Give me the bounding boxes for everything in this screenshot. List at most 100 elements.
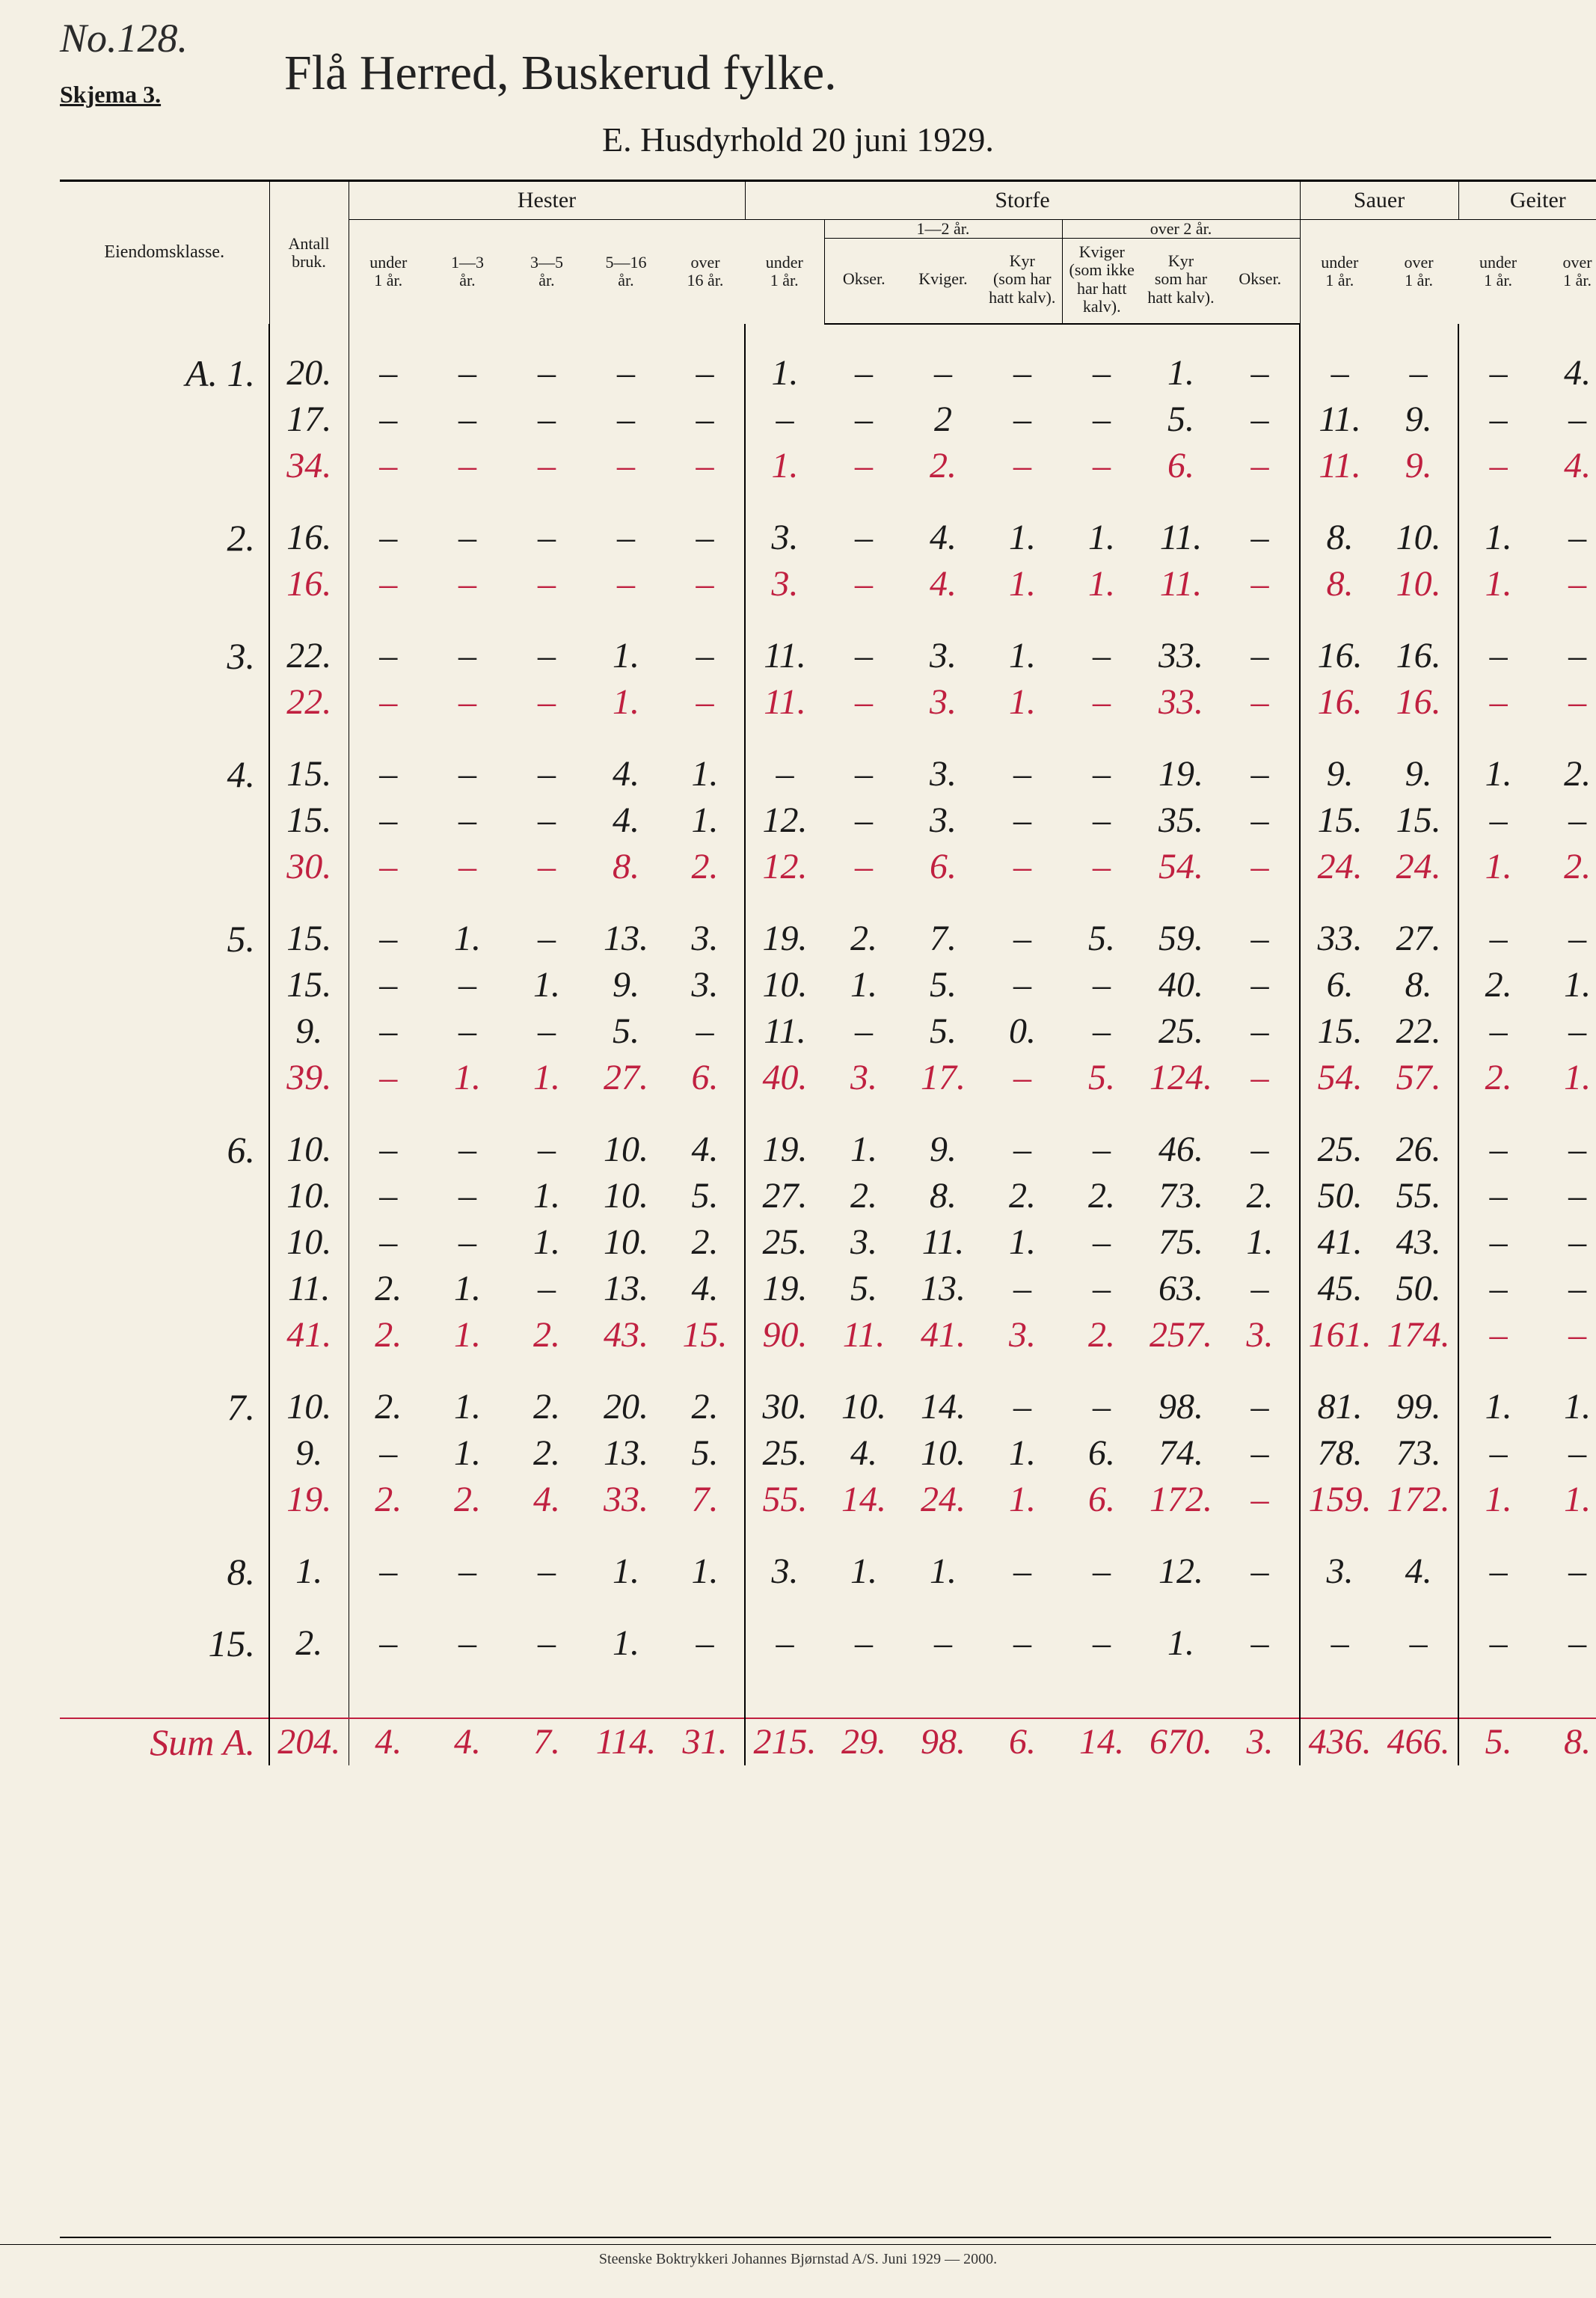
cell: –: [1538, 1430, 1596, 1477]
cell: 2.: [666, 844, 745, 890]
cell: –: [1538, 1173, 1596, 1219]
cell: 2.: [666, 1219, 745, 1266]
cell: 2.: [1062, 1312, 1141, 1358]
cell: 6.: [666, 1055, 745, 1101]
cell: 46.: [1141, 1127, 1221, 1173]
cell: 13.: [586, 1266, 666, 1312]
cell: –: [1300, 1620, 1379, 1667]
cell: –: [428, 679, 507, 726]
cell: 2.: [349, 1266, 428, 1312]
cell: 1.: [269, 1548, 349, 1595]
cell: –: [428, 633, 507, 679]
cell: –: [1458, 1219, 1538, 1266]
cell: 54.: [1141, 844, 1221, 890]
cell: –: [507, 396, 586, 443]
cell: 8.: [1379, 962, 1458, 1008]
cell: 124.: [1141, 1055, 1221, 1101]
cell: –: [1221, 1548, 1300, 1595]
cell: 1.: [983, 515, 1062, 561]
cell: –: [983, 844, 1062, 890]
cell: 1.: [1458, 1477, 1538, 1523]
spacer-row: [60, 890, 1596, 916]
table-row: A. 1.20.–––––1.––––1.––––4.: [60, 350, 1596, 396]
cell: 15.: [1300, 1008, 1379, 1055]
cell: 22.: [269, 679, 349, 726]
spacer-row: [60, 1523, 1596, 1548]
cell: 9.: [1300, 751, 1379, 797]
cell: 466.: [1379, 1718, 1458, 1765]
cell: –: [349, 633, 428, 679]
cell: 16.: [1379, 633, 1458, 679]
cell: –: [983, 1384, 1062, 1430]
cell: 16.: [269, 515, 349, 561]
row-label: 8.: [60, 1548, 269, 1595]
cell: –: [507, 1008, 586, 1055]
table-row: 8.1.–––1.1.3.1.1.––12.–3.4.––: [60, 1548, 1596, 1595]
cell: –: [903, 1620, 983, 1667]
cell: 34.: [269, 443, 349, 489]
cell: –: [1458, 396, 1538, 443]
cell: 2.: [1538, 844, 1596, 890]
cell: 11.: [745, 679, 824, 726]
cell: –: [428, 797, 507, 844]
cell: 215.: [745, 1718, 824, 1765]
row-label: [60, 1477, 269, 1523]
cell: –: [1458, 443, 1538, 489]
row-label: [60, 443, 269, 489]
cell: 1.: [666, 751, 745, 797]
cell: 98.: [1141, 1384, 1221, 1430]
cell: 8.: [903, 1173, 983, 1219]
row-label: 4.: [60, 751, 269, 797]
row-label: [60, 1430, 269, 1477]
cell: 27.: [1379, 916, 1458, 962]
cell: 436.: [1300, 1718, 1379, 1765]
cell: 20.: [586, 1384, 666, 1430]
cell: –: [428, 561, 507, 607]
hdr-sa-u: under1 år.: [1300, 220, 1379, 324]
cell: 5.: [586, 1008, 666, 1055]
cell: 3.: [1300, 1548, 1379, 1595]
cell: 1.: [507, 1055, 586, 1101]
cell: –: [349, 1620, 428, 1667]
cell: 6.: [1062, 1430, 1141, 1477]
cell: –: [1458, 633, 1538, 679]
cell: 1.: [586, 1620, 666, 1667]
cell: 161.: [1300, 1312, 1379, 1358]
cell: –: [428, 1127, 507, 1173]
cell: –: [349, 1430, 428, 1477]
cell: 74.: [1141, 1430, 1221, 1477]
cell: –: [1538, 916, 1596, 962]
cell: 41.: [903, 1312, 983, 1358]
cell: –: [349, 797, 428, 844]
cell: –: [983, 396, 1062, 443]
cell: –: [745, 751, 824, 797]
cell: –: [666, 443, 745, 489]
cell: 1.: [666, 797, 745, 844]
cell: 1.: [824, 1548, 903, 1595]
cell: 5.: [1062, 1055, 1141, 1101]
cell: 7.: [507, 1718, 586, 1765]
cell: –: [1062, 443, 1141, 489]
cell: 7.: [666, 1477, 745, 1523]
cell: 15.: [666, 1312, 745, 1358]
cell: –: [1538, 561, 1596, 607]
cell: 31.: [666, 1718, 745, 1765]
table-row: 11.2.1.–13.4.19.5.13.––63.–45.50.––: [60, 1266, 1596, 1312]
cell: –: [1062, 1384, 1141, 1430]
row-label: [60, 962, 269, 1008]
hdr-h5: over16 år.: [666, 220, 745, 324]
cell: 13.: [586, 916, 666, 962]
cell: 2.: [1458, 1055, 1538, 1101]
cell: 1.: [1221, 1219, 1300, 1266]
cell: –: [983, 1548, 1062, 1595]
cell: 4.: [428, 1718, 507, 1765]
spacer-row: [60, 1101, 1596, 1127]
cell: –: [349, 1173, 428, 1219]
cell: –: [1458, 797, 1538, 844]
cell: –: [1062, 1548, 1141, 1595]
cell: –: [507, 679, 586, 726]
cell: 90.: [745, 1312, 824, 1358]
cell: 3.: [983, 1312, 1062, 1358]
cell: 3.: [666, 962, 745, 1008]
cell: –: [824, 751, 903, 797]
